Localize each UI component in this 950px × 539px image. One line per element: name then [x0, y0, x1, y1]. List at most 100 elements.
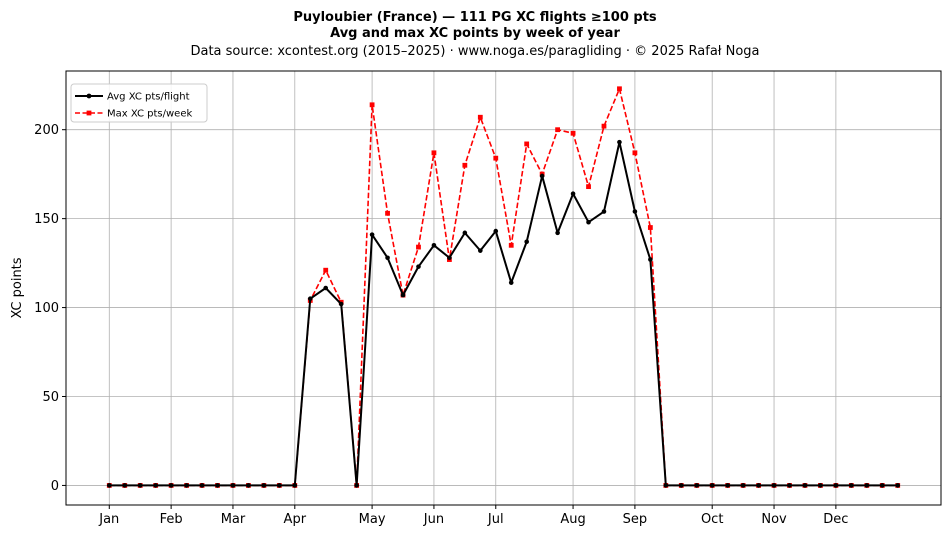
- data-point-avg-14: [307, 296, 313, 301]
- data-point-avg-33: [601, 209, 607, 214]
- data-point-avg-42: [740, 483, 746, 488]
- legend-box: [70, 83, 208, 123]
- data-point-max-18: [369, 102, 375, 108]
- y-tick-label-2: 100: [34, 301, 59, 316]
- data-point-avg-20: [400, 292, 406, 298]
- data-point-avg-50: [864, 483, 870, 488]
- x-tick-label-0: Jan: [98, 512, 119, 527]
- data-point-avg-31: [570, 191, 576, 197]
- x-tick-label-7: Aug: [560, 512, 585, 527]
- legend-marker-avg: [86, 93, 92, 99]
- data-point-avg-39: [694, 483, 700, 488]
- data-point-max-36: [647, 225, 653, 230]
- x-tick-label-8: Sep: [623, 512, 648, 527]
- data-point-avg-13: [292, 483, 298, 488]
- data-point-avg-8: [215, 483, 220, 488]
- data-point-avg-35: [632, 209, 638, 214]
- series-line-0: [109, 141, 898, 487]
- data-point-max-24: [462, 162, 468, 168]
- data-point-avg-3: [137, 483, 143, 488]
- data-point-max-34: [617, 86, 622, 92]
- data-point-avg-30: [555, 230, 560, 236]
- data-point-max-21: [416, 244, 421, 250]
- data-point-avg-27: [508, 280, 514, 285]
- series-line-1: [109, 87, 898, 487]
- legend: Avg XC pts/flight Max XC pts/week: [70, 83, 208, 123]
- data-point-max-30: [555, 127, 561, 133]
- x-tick-label-9: Oct: [701, 512, 723, 527]
- y-tick-label-3: 150: [34, 212, 59, 227]
- data-point-max-25: [477, 114, 483, 120]
- data-point-avg-17: [354, 483, 359, 488]
- chart-subtitle: Avg and max XC points by week of year: [330, 26, 620, 41]
- data-point-avg-34: [617, 139, 622, 145]
- data-point-max-26: [493, 155, 499, 161]
- legend-marker-max: [86, 110, 92, 116]
- data-point-avg-38: [678, 483, 684, 488]
- data-point-max-32: [586, 184, 591, 190]
- data-point-avg-24: [462, 230, 468, 236]
- x-tick-label-3: Apr: [284, 512, 307, 527]
- x-tick-label-10: Nov: [761, 512, 787, 527]
- data-point-avg-12: [277, 483, 282, 488]
- y-tick-label-4: 200: [34, 123, 59, 138]
- x-tick-label-11: Dec: [823, 512, 848, 527]
- grid-layer: [66, 71, 941, 505]
- y-axis-label: XC points: [10, 257, 25, 318]
- x-tick-label-1: Feb: [160, 512, 183, 527]
- data-point-avg-18: [369, 232, 375, 237]
- data-point-avg-25: [478, 248, 483, 253]
- data-point-avg-48: [833, 483, 839, 488]
- data-point-avg-7: [199, 483, 205, 488]
- data-point-avg-29: [539, 173, 545, 179]
- chart-title: Puyloubier (France) — 111 PG XC flights …: [293, 10, 657, 25]
- x-tick-label-5: Jun: [423, 512, 444, 527]
- series-avg: [106, 139, 901, 488]
- data-point-avg-5: [168, 483, 174, 488]
- data-point-avg-40: [709, 483, 715, 488]
- x-tick-label-2: Mar: [221, 512, 246, 527]
- data-point-max-31: [570, 130, 576, 136]
- data-point-max-15: [323, 267, 329, 273]
- data-point-avg-36: [648, 257, 653, 262]
- data-point-max-33: [601, 123, 607, 129]
- data-point-avg-16: [338, 301, 344, 307]
- data-point-avg-22: [431, 243, 437, 248]
- y-tick-label-1: 50: [42, 390, 59, 405]
- legend-label-max: Max XC pts/week: [107, 109, 192, 120]
- data-point-avg-45: [787, 483, 792, 488]
- chart-source-line: Data source: xcontest.org (2015–2025) · …: [190, 44, 759, 59]
- ticks-layer: Jan Feb Mar Apr May Jun Jul Aug Sep Oct Nov Dec 0 50 1…: [34, 123, 848, 527]
- data-point-avg-28: [524, 239, 529, 245]
- data-point-avg-52: [895, 483, 901, 488]
- data-point-avg-10: [246, 483, 251, 488]
- data-point-avg-15: [323, 285, 329, 291]
- x-tick-label-6: Jul: [487, 512, 504, 527]
- data-point-avg-1: [106, 483, 112, 488]
- data-point-avg-51: [879, 483, 885, 488]
- data-point-avg-19: [385, 255, 390, 261]
- series-max: [106, 86, 901, 488]
- x-tick-label-4: May: [359, 512, 386, 527]
- data-point-avg-9: [230, 483, 236, 488]
- series-layer: [106, 86, 901, 488]
- data-point-max-27: [508, 242, 514, 248]
- data-point-avg-43: [756, 483, 761, 488]
- data-point-avg-6: [184, 483, 189, 488]
- data-point-max-35: [632, 150, 638, 156]
- data-point-avg-26: [493, 228, 499, 234]
- plot-frame: [65, 70, 942, 506]
- data-point-avg-4: [153, 483, 158, 488]
- data-point-max-19: [385, 210, 390, 216]
- data-point-avg-23: [447, 255, 452, 261]
- data-point-max-22: [431, 150, 437, 156]
- data-point-avg-2: [122, 483, 128, 488]
- data-point-avg-21: [416, 264, 421, 269]
- legend-label-avg: Avg XC pts/flight: [107, 92, 190, 103]
- data-point-avg-47: [818, 483, 823, 488]
- data-point-avg-41: [725, 483, 730, 488]
- data-point-avg-11: [261, 483, 267, 488]
- data-point-avg-46: [802, 483, 808, 488]
